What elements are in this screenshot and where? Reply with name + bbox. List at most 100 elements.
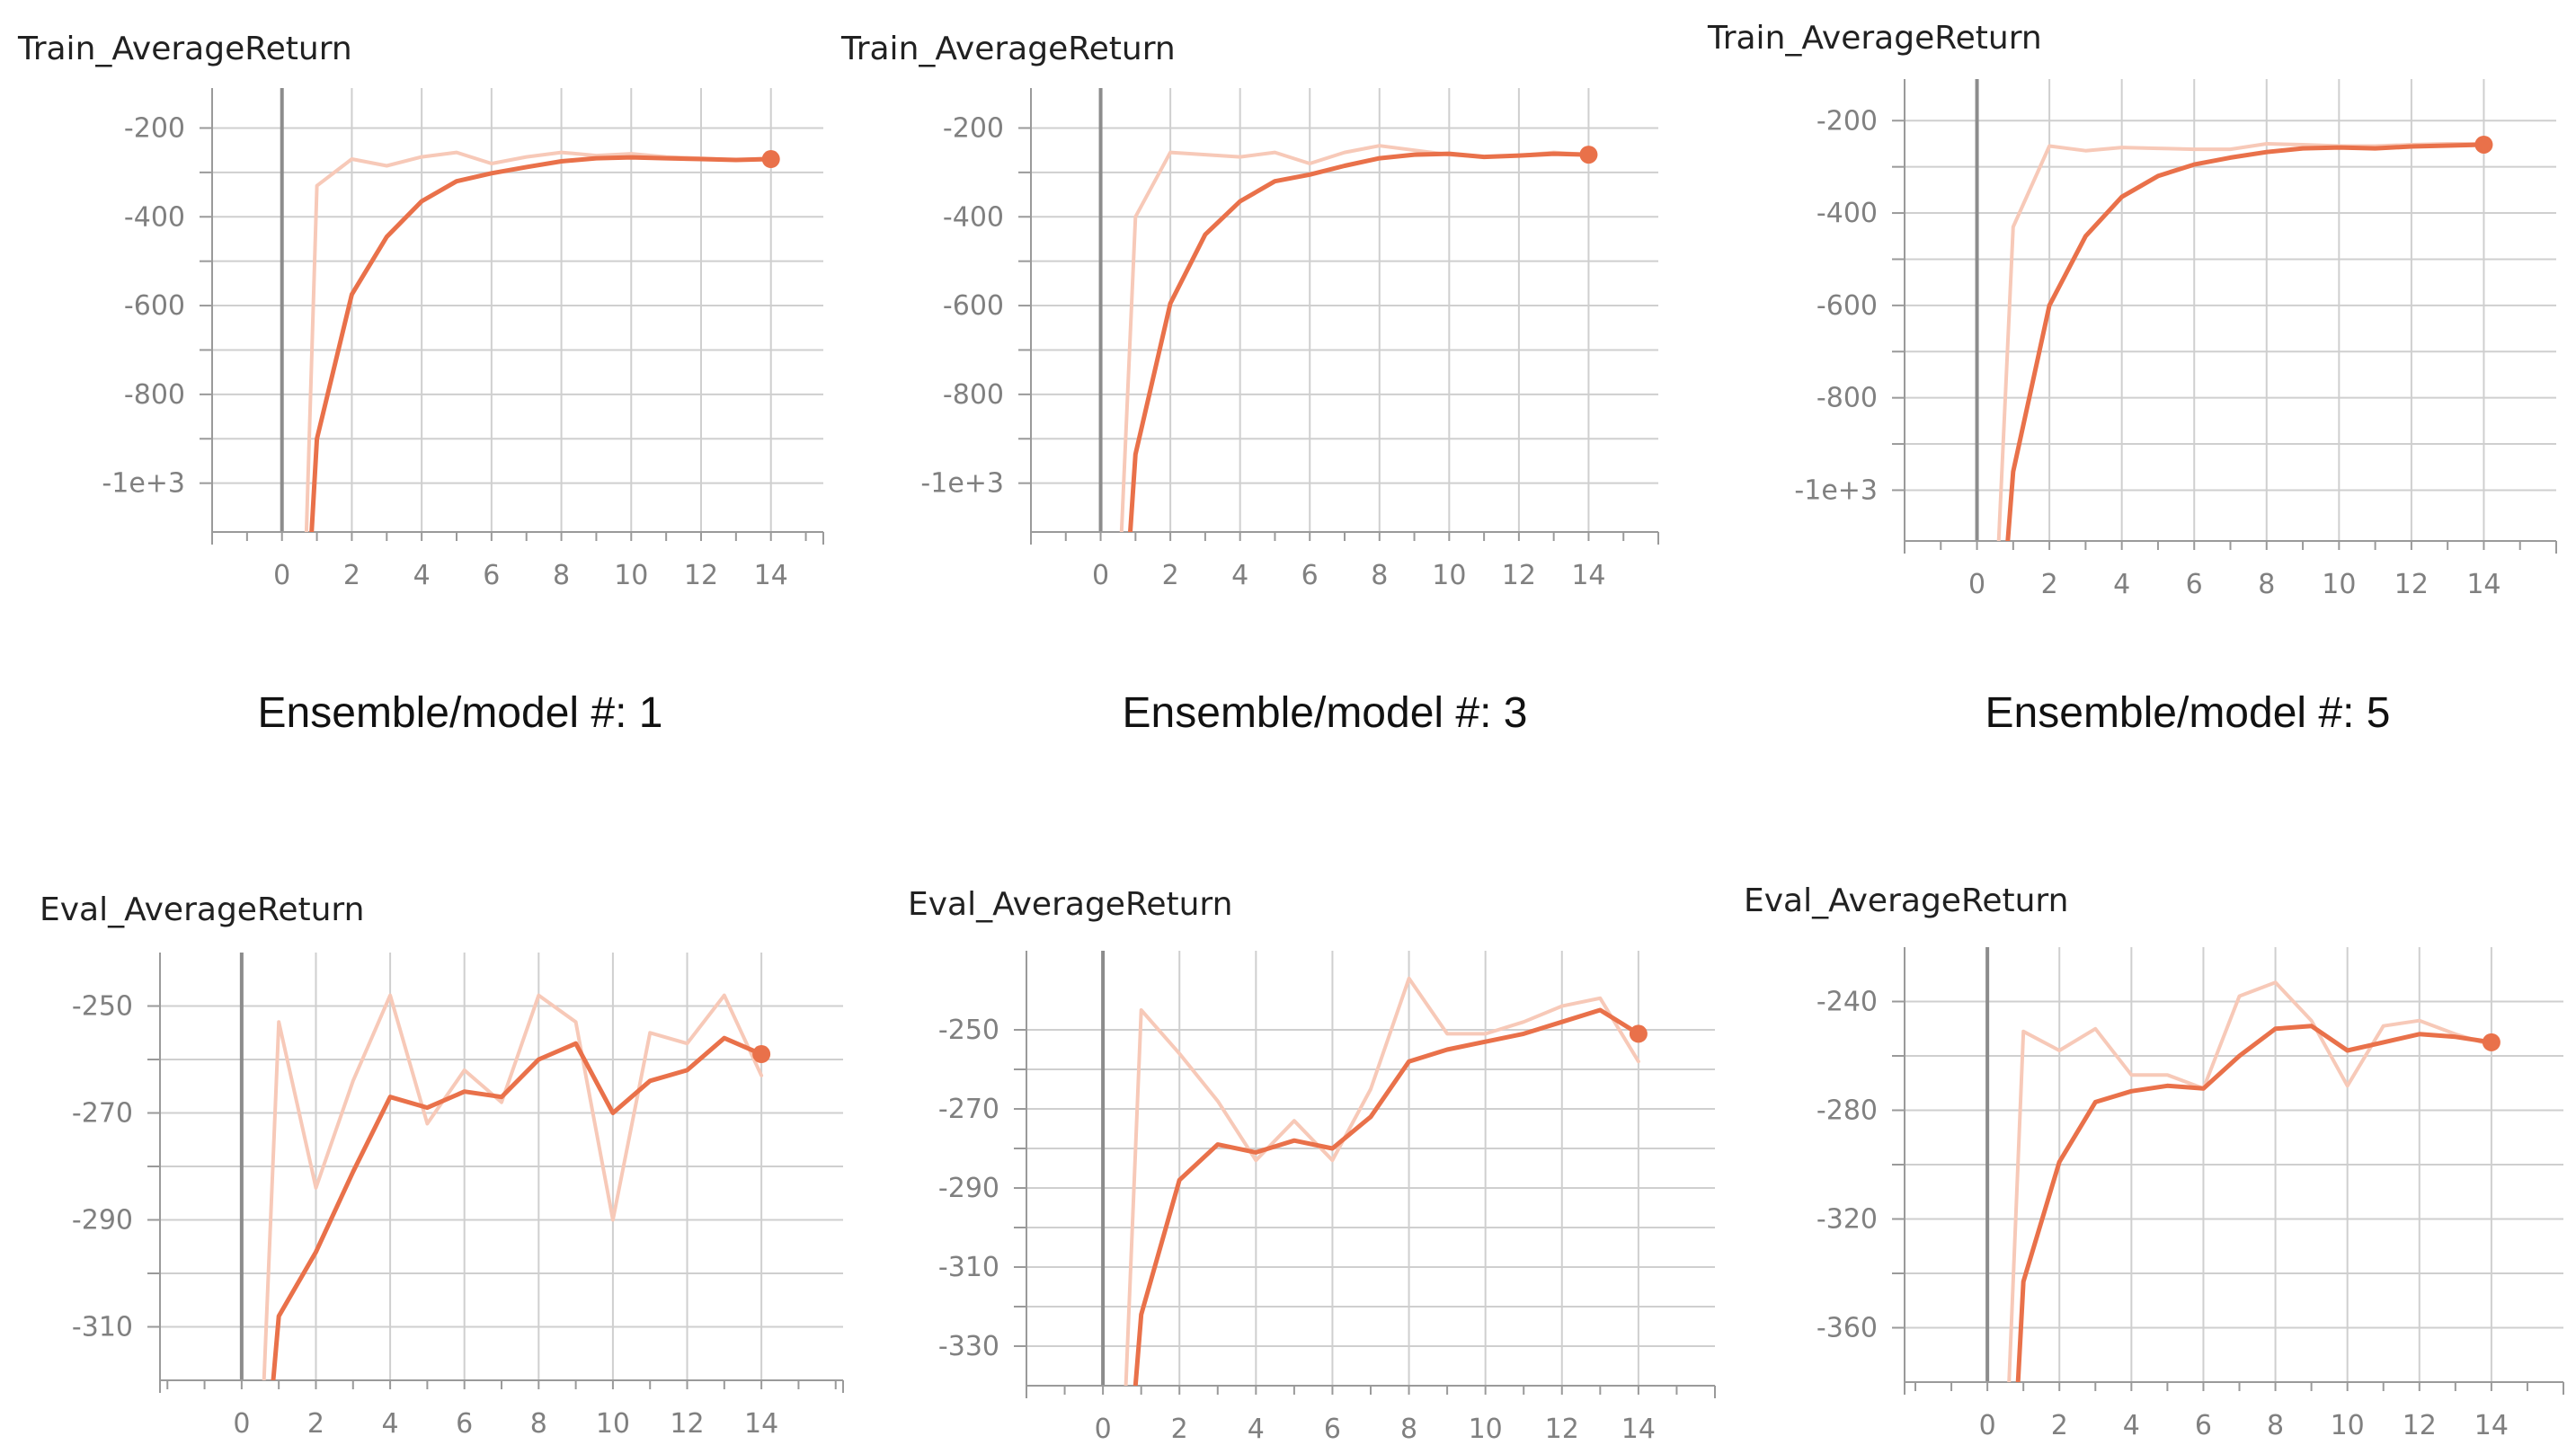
chart-title-3: Train_AverageReturn [1708,20,2042,57]
y-tick-label: -400 [1817,198,1878,229]
chart-title-1: Train_AverageReturn [18,31,352,67]
train-chart-model-3: -200 -400 -600 -800 -1e+3 0 2 4 6 8 10 12 14 [920,88,1659,591]
ensemble-caption-1: Ensemble/model #: 1 [257,689,663,737]
raw-series-line [1124,976,1640,1386]
eval-chart-model-5: -240 -280 -320 -360 0 2 4 6 8 10 12 14 [1817,947,2564,1441]
y-tick-label: -600 [124,290,185,322]
last-point-marker [1629,1024,1648,1043]
chart-title-4: Eval_AverageReturn [40,891,365,928]
x-tick-label: 6 [456,1408,473,1440]
y-tick-label: -400 [943,201,1004,233]
x-tick-label: 14 [2466,569,2500,600]
x-tick-label: 0 [233,1408,250,1440]
y-tick-label: -270 [72,1098,133,1130]
y-tick-label: -200 [1817,105,1878,137]
x-tick-label: 8 [1371,560,1388,591]
x-tick-label: 10 [596,1408,630,1440]
y-tick-label: -360 [1817,1313,1878,1344]
train-chart-model-5: -200 -400 -600 -800 -1e+3 0 2 4 6 8 10 12 14 [1794,79,2557,600]
x-tick-label: 6 [483,560,500,591]
x-tick-label: 12 [684,560,718,591]
x-tick-label: 10 [1432,560,1466,591]
x-tick-label: 0 [273,560,290,591]
x-tick-label: 2 [343,560,360,591]
y-tick-label: -270 [938,1094,999,1125]
x-tick-label: 4 [413,560,431,591]
x-tick-label: 10 [1469,1414,1503,1445]
last-point-marker [752,1045,771,1064]
y-tick-label: -320 [1817,1204,1878,1236]
smoothed-series-line [1133,1007,1641,1386]
y-tick-label: -400 [124,201,185,233]
x-tick-label: 12 [2403,1410,2437,1441]
x-tick-label: 10 [2322,569,2356,600]
smoothed-series-line [2015,1024,2494,1382]
x-tick-label: 2 [1171,1414,1188,1445]
x-tick-label: 2 [2041,569,2058,600]
smoothed-series-line [1128,151,1591,532]
x-tick-label: 4 [2123,1410,2140,1441]
x-tick-label: 8 [2258,569,2275,600]
x-tick-label: 12 [2394,569,2429,600]
x-tick-label: 6 [1324,1414,1341,1445]
chart-title-2: Train_AverageReturn [841,31,1176,67]
y-tick-label: -280 [1817,1095,1878,1127]
smoothed-series-line [2005,142,2486,541]
x-tick-label: 0 [1979,1410,1996,1441]
x-tick-label: 8 [1400,1414,1417,1445]
x-tick-label: 14 [2474,1410,2509,1441]
train-chart-model-1: -200 -400 -600 -800 -1e+3 0 2 4 6 8 10 12 14 [102,88,824,591]
x-tick-label: 8 [530,1408,547,1440]
eval-chart-model-3: -250 -270 -290 -310 -330 0 2 4 6 8 10 12 14 [938,951,1716,1445]
x-tick-label: 6 [2195,1410,2212,1441]
y-tick-label: -310 [938,1252,999,1283]
y-tick-label: -1e+3 [102,468,185,500]
ensemble-caption-3: Ensemble/model #: 3 [1122,689,1528,737]
y-tick-label: -250 [938,1015,999,1046]
chart-title-5: Eval_AverageReturn [908,886,1233,923]
last-point-marker [2474,135,2493,154]
y-tick-label: -290 [72,1205,133,1237]
y-tick-label: -600 [943,290,1004,322]
x-tick-label: 2 [1162,560,1179,591]
smoothed-series-line [309,155,774,532]
x-tick-label: 2 [307,1408,324,1440]
y-tick-label: -600 [1817,290,1878,322]
x-tick-label: 0 [1092,560,1109,591]
x-tick-label: 4 [382,1408,399,1440]
x-tick-label: 6 [2186,569,2203,600]
eval-chart-model-1: -250 -270 -290 -310 0 2 4 6 8 10 12 14 [72,953,844,1440]
last-point-marker [1579,146,1598,164]
x-tick-label: 4 [2113,569,2130,600]
x-tick-label: 10 [614,560,648,591]
raw-series-line [262,993,764,1380]
x-tick-label: 12 [670,1408,704,1440]
y-tick-label: -800 [943,379,1004,411]
x-tick-label: 2 [2051,1410,2068,1441]
x-tick-label: 14 [744,1408,778,1440]
x-tick-label: 10 [2331,1410,2365,1441]
last-point-marker [2482,1033,2500,1051]
chart-title-6: Eval_AverageReturn [1744,882,2069,919]
x-tick-label: 4 [1231,560,1248,591]
y-tick-label: -290 [938,1173,999,1204]
x-tick-label: 8 [553,560,570,591]
y-tick-label: -1e+3 [920,468,1004,500]
x-tick-label: 14 [1621,1414,1656,1445]
x-tick-label: 12 [1545,1414,1579,1445]
y-tick-label: -330 [938,1331,999,1362]
y-tick-label: -800 [124,379,185,411]
x-tick-label: 0 [1095,1414,1112,1445]
last-point-marker [761,150,780,169]
y-tick-label: -200 [943,112,1004,144]
y-tick-label: -1e+3 [1794,474,1878,506]
x-tick-label: 12 [1502,560,1536,591]
x-tick-label: 8 [2267,1410,2284,1441]
x-tick-label: 14 [754,560,788,591]
y-tick-label: -200 [124,112,185,144]
raw-series-line [2007,980,2493,1382]
y-tick-label: -250 [72,991,133,1023]
y-tick-label: -240 [1817,987,1878,1018]
y-tick-label: -800 [1817,383,1878,414]
x-tick-label: 6 [1301,560,1319,591]
